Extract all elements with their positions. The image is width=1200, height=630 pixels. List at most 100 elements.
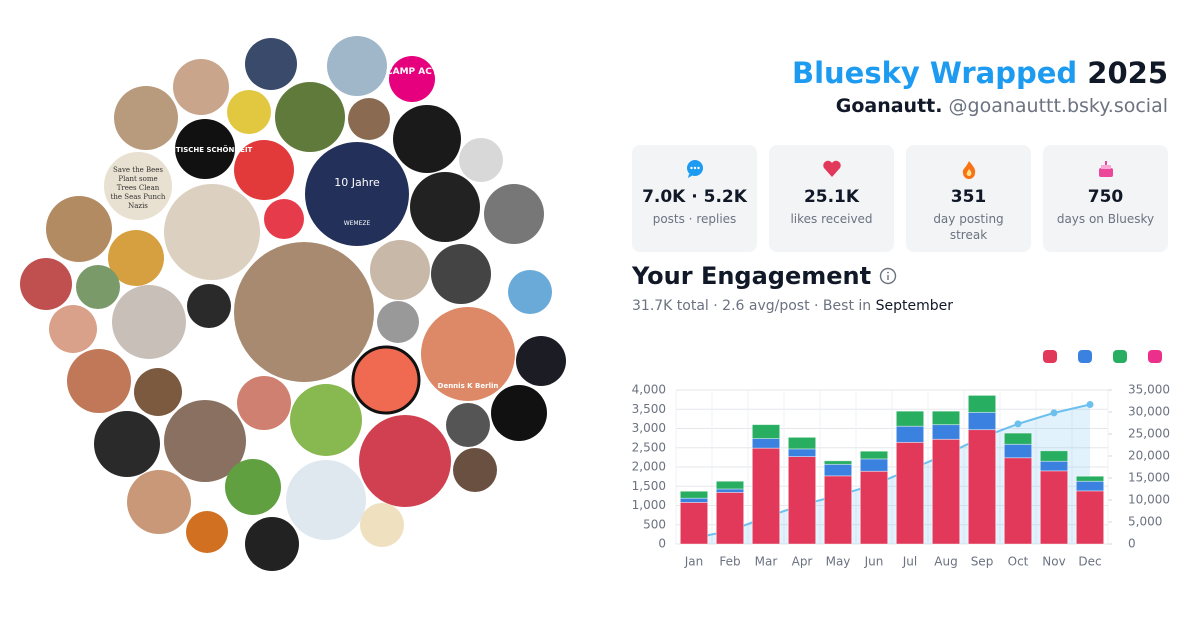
bar-segment (931, 438, 961, 545)
y2-tick-label: 25,000 (1128, 427, 1170, 441)
legend-icon (1078, 350, 1092, 363)
title-year: 2025 (1087, 56, 1168, 90)
avatar (234, 242, 374, 382)
avatar (359, 415, 451, 507)
avatar-cloud: CAMP ACT POLITISCHE SCHÖNHEIT 10 Jahre W… (20, 36, 566, 571)
avatar (237, 376, 291, 430)
user: Goanautt. @goanauttt.bsky.social (836, 95, 1168, 117)
x-tick-label: Nov (1042, 555, 1065, 569)
icon (686, 160, 703, 178)
avatar (459, 138, 503, 182)
avatar (516, 336, 566, 386)
stat-value: 25.1K (803, 187, 860, 207)
bar-segment (895, 441, 925, 545)
y-tick-label: 500 (643, 517, 666, 531)
y2-tick-label: 30,000 (1128, 405, 1170, 419)
avatar (225, 459, 281, 515)
x-tick-label: Feb (719, 555, 740, 569)
y2-tick-label: 20,000 (1128, 449, 1170, 463)
x-tick-label: Aug (934, 555, 957, 569)
stat-value: 7.0K · 5.2K (642, 187, 747, 207)
stat-value: 750 (1087, 187, 1124, 207)
bar-segment (751, 424, 781, 439)
stat-card: 25.1K likes received (769, 145, 894, 252)
line-point (1086, 401, 1094, 409)
bar-segment (895, 425, 925, 443)
bar-segment (751, 438, 781, 449)
bar-segment (823, 460, 853, 465)
y-tick-label: 2,000 (632, 460, 666, 474)
section-title-text: Your Engagement (632, 262, 872, 290)
avatar (108, 230, 164, 286)
stat-card: 750 days on Bluesky (1043, 145, 1168, 252)
avatar (410, 172, 480, 242)
bar-segment (1039, 450, 1069, 462)
bar-segment (823, 463, 853, 477)
y2-tick-label: 15,000 (1128, 471, 1170, 485)
bar-segment (859, 470, 889, 545)
bar-segment (679, 502, 709, 545)
avatar (127, 470, 191, 534)
stat-card: 7.0K · 5.2K posts · replies (632, 145, 757, 252)
avatar-text: CAMP ACT (386, 67, 439, 77)
avatar (393, 105, 461, 173)
stat-card: 351 day posting streak (906, 145, 1031, 252)
bar-segment (1075, 490, 1105, 545)
y2-tick-label: 5,000 (1128, 515, 1162, 529)
bar-segment (1075, 475, 1105, 482)
stat-value: 351 (950, 187, 987, 207)
avatar (164, 184, 260, 280)
stat-label: days on Bluesky (1056, 212, 1155, 226)
avatar (453, 448, 497, 492)
avatar (94, 411, 160, 477)
avatar (275, 82, 345, 152)
avatar (360, 503, 404, 547)
info-icon[interactable] (879, 267, 897, 285)
y-tick-label: 2,500 (632, 440, 666, 454)
avatar-text: Dennis K Berlin (438, 382, 499, 390)
y2-tick-label: 0 (1128, 537, 1136, 551)
avatar (164, 400, 246, 482)
bar-segment (679, 497, 709, 503)
x-tick-label: Mar (755, 555, 778, 569)
bar-segment (787, 456, 817, 545)
bar-segment (859, 450, 889, 460)
bar-segment (787, 436, 817, 450)
stat-label: posts · replies (652, 212, 737, 226)
bar-segment (823, 475, 853, 545)
x-tick-label: Apr (792, 555, 813, 569)
bar-segment (967, 429, 997, 545)
x-tick-label: Jan (684, 555, 704, 569)
line-point (1014, 420, 1022, 428)
bar-segment (967, 411, 997, 431)
avatar-text: POLITISCHE SCHÖNHEIT (158, 145, 253, 154)
section-title: Your Engagement (632, 262, 897, 290)
bar-segment (715, 488, 745, 493)
avatar (186, 511, 228, 553)
bar-segment (895, 410, 925, 427)
bar-segment (1003, 443, 1033, 459)
chart: 0 500 1,000 1,500 2,000 2,500 3,000 3,500 4,000 0… (632, 350, 1170, 569)
avatar (327, 36, 387, 96)
line-point (1050, 409, 1058, 417)
bar-segment (1075, 480, 1105, 492)
avatar (491, 385, 547, 441)
bar-segment (1003, 457, 1033, 545)
handle: @goanauttt.bsky.social (948, 95, 1168, 117)
avatar (49, 305, 97, 353)
avatar (264, 199, 304, 239)
avatar (227, 90, 271, 134)
bar-segment (1039, 460, 1069, 472)
title-brand: Bluesky Wrapped (791, 56, 1078, 90)
avatar (114, 86, 178, 150)
stat-label: day posting streak (933, 212, 1004, 242)
avatar (377, 301, 419, 343)
avatar (173, 59, 229, 115)
avatar (134, 368, 182, 416)
icon (822, 160, 841, 177)
legend-icon (1043, 350, 1057, 363)
y2-tick-label: 35,000 (1128, 383, 1170, 397)
icon (1098, 161, 1113, 177)
bar-segment (859, 458, 889, 472)
display-name: Goanautt. (835, 95, 943, 117)
